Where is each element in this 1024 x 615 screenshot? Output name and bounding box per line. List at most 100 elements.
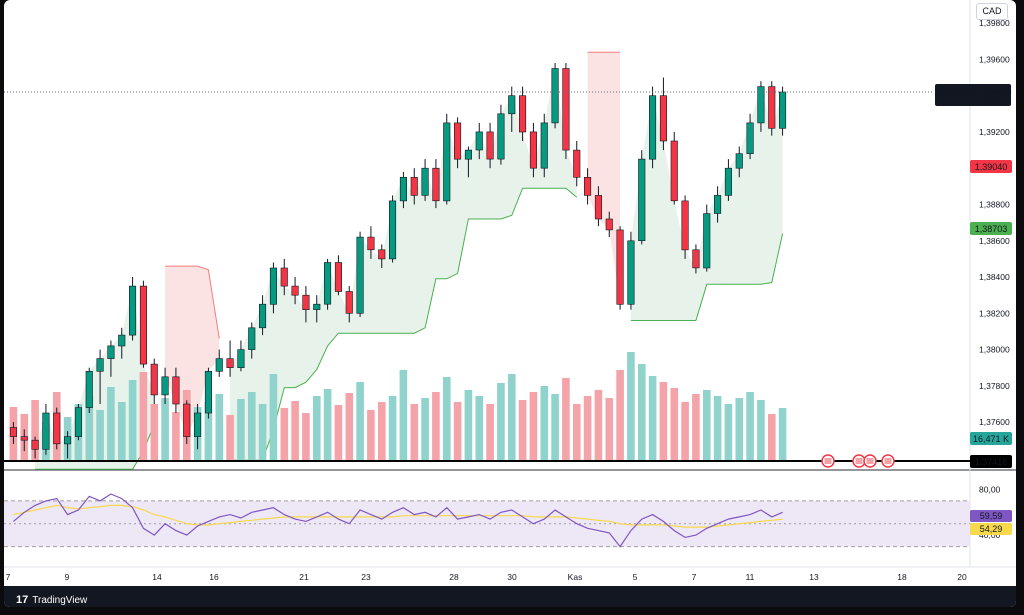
candle [334,262,343,292]
candle [648,95,657,160]
rsi-line [13,493,783,548]
time-axis-label: 30 [507,572,517,582]
time-axis-label: 9 [65,572,70,582]
candle [313,303,321,310]
price-axis-label: 1,39600 [979,54,1010,64]
time-axis-label: 11 [746,572,755,582]
volume-bar [118,402,126,462]
candle [96,358,104,372]
volume-bar [692,394,700,462]
price-axis-label: 1,39200 [979,127,1010,137]
level-red-label: 1,39040 [975,162,1008,172]
volume-bar [388,396,397,462]
volume-bar [562,378,570,462]
candle [150,363,158,396]
volume-bar [594,390,603,462]
candle [323,262,332,305]
candle [107,345,115,359]
volume-bar [226,415,234,462]
volume-bar [410,404,419,462]
candle [356,236,364,314]
volume-bar [453,402,462,462]
candle [508,95,516,115]
volume-bar [648,376,657,462]
rsi-value-bg [970,510,1012,522]
tradingview-brand: 17 TradingView [16,594,87,606]
candle [616,229,624,305]
candle [161,376,169,396]
price-axis-label: 1,39800 [979,18,1010,28]
level-black-label: 1,37416 [975,457,1008,467]
trend-up-1-line [35,423,155,470]
time-axis-label: 7 [692,572,697,582]
last-price-label: 1,39424 [979,86,1012,96]
volume-bar [627,352,635,462]
volume-bar [161,398,169,462]
candle [746,122,754,155]
level-red-bg [970,160,1012,173]
volume-bar [85,396,94,462]
volume-bar [356,382,364,462]
price-axis-label: 1,37800 [979,381,1010,391]
candle [778,91,787,129]
footer-bar [4,586,1016,607]
volume-bar [399,370,408,462]
chart-window: 1,398001,396001,392001,390001,388001,386… [4,0,1016,607]
volume-bar [713,396,722,462]
volume-value-bg [970,432,1012,445]
time-axis-label: 18 [897,572,907,582]
price-axis-label: 1,38400 [979,272,1010,282]
candle [139,285,147,365]
candle [410,177,418,196]
candle [475,131,483,151]
level-green-label: 1,38703 [975,224,1008,234]
currency-selector[interactable]: CAD [976,3,1008,20]
volume-bar [670,388,679,462]
candle [713,195,722,214]
volume-bar [215,394,224,462]
volume-bar [280,408,289,462]
us-flag-stripes [855,458,863,464]
volume-bar [150,404,159,462]
volume-bar [432,392,440,462]
candle [605,218,613,231]
rsi-ma-line [13,504,783,528]
candle [432,167,440,202]
time-axis-label: Kas [568,572,583,582]
volume-bar [724,404,733,462]
volume-bar [172,412,180,462]
volume-bar [529,392,538,462]
volume-bar [258,404,267,462]
candle [681,200,689,251]
time-axis-label: 14 [152,572,162,582]
candle [735,153,743,169]
candle [627,240,635,305]
level-green-bg [970,222,1012,235]
volume-bar [443,377,451,462]
candle [367,236,375,251]
time-axis-label: 13 [809,572,819,582]
time-axis-label: 20 [957,572,967,582]
rsi-ma-value-bg [970,523,1012,535]
volume-bar [378,402,386,462]
volume-bar [367,410,375,462]
price-axis-label: 1,38600 [979,236,1010,246]
candle [638,158,646,242]
candle [129,285,137,336]
candle [63,436,72,445]
candle [291,285,299,296]
candle [399,177,408,202]
candle [85,370,93,408]
volume-bar [475,396,484,462]
candle [280,267,288,287]
volume-bar [128,380,137,462]
candle [53,412,61,445]
candle [9,427,17,437]
chart-canvas[interactable]: 1,398001,396001,392001,390001,388001,386… [4,0,1016,607]
tradingview-logo-icon: 17 [16,594,29,606]
volume-bar [248,392,256,462]
volume-bar [421,398,429,462]
trend-down-2-fill [587,52,621,305]
candle [259,303,267,329]
candle [757,86,765,124]
